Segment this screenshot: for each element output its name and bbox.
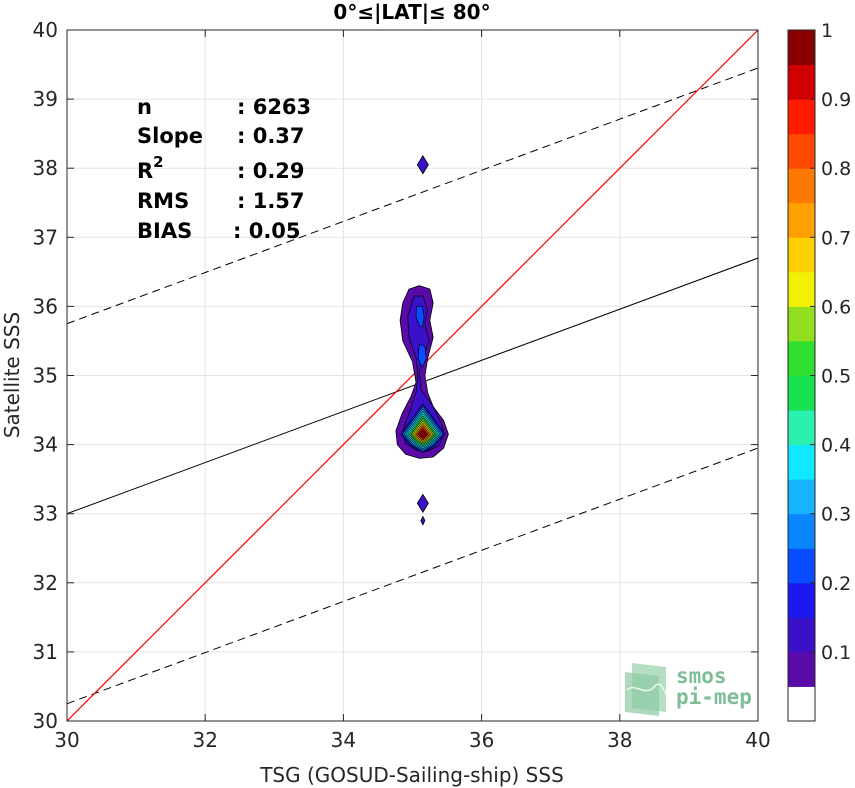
x-tick-label: 40 bbox=[745, 728, 770, 752]
colorbar-swatch bbox=[788, 30, 815, 66]
y-tick-label: 31 bbox=[33, 640, 58, 664]
y-axis-label: Satellite SSS bbox=[0, 312, 24, 438]
colorbar-swatch bbox=[788, 617, 815, 653]
colorbar-swatch bbox=[788, 306, 815, 342]
stat-value: : 6263 bbox=[237, 95, 311, 119]
colorbar-swatch bbox=[788, 64, 815, 100]
y-tick-label: 39 bbox=[33, 87, 58, 111]
outlier-point bbox=[416, 155, 429, 175]
colorbar-tick-label: 0.5 bbox=[821, 366, 851, 388]
x-tick-label: 36 bbox=[469, 728, 494, 752]
fit-lines bbox=[67, 30, 758, 721]
colorbar-swatch bbox=[788, 133, 815, 169]
colorbar-swatch bbox=[788, 651, 815, 687]
density-contours bbox=[395, 155, 449, 526]
y-tick-label: 36 bbox=[33, 294, 58, 318]
x-tick-label: 32 bbox=[192, 728, 217, 752]
density-contour-level-2 bbox=[402, 295, 445, 452]
y-axis-ticks: 30 31 32 33 34 35 36 37 38 39 40 bbox=[33, 18, 758, 733]
stat-label: BIAS bbox=[137, 219, 192, 243]
y-tick-label: 40 bbox=[33, 18, 58, 42]
regression-line bbox=[67, 257, 758, 515]
colorbar-tick-label: 0.9 bbox=[821, 89, 851, 111]
logo-text-pi-mep: pi-mep bbox=[676, 685, 752, 709]
smos-pi-mep-logo: smos pi-mep bbox=[625, 663, 752, 716]
x-tick-label: 38 bbox=[607, 728, 632, 752]
colorbar-tick-label: 0.4 bbox=[821, 435, 851, 457]
colorbar-swatch bbox=[788, 548, 815, 584]
colorbar-swatch bbox=[788, 237, 815, 273]
density-contour-peak-ring bbox=[419, 429, 427, 438]
colorbar-swatch bbox=[788, 375, 815, 411]
stat-value: : 1.57 bbox=[237, 189, 305, 213]
x-axis-ticks: 30 32 34 36 38 40 bbox=[54, 30, 771, 752]
stat-label: RMS bbox=[137, 189, 189, 213]
colorbar-tick-label: 0.1 bbox=[821, 642, 851, 664]
y-tick-label: 37 bbox=[33, 225, 58, 249]
stat-label: Slope bbox=[137, 124, 203, 148]
density-contour-upper bbox=[415, 306, 425, 328]
colorbar-swatch bbox=[788, 271, 815, 307]
stat-value: : 0.05 bbox=[233, 219, 301, 243]
y-tick-label: 32 bbox=[33, 571, 58, 595]
colorbar-tick-label: 0.2 bbox=[821, 573, 851, 595]
x-axis-label: TSG (GOSUD-Sailing-ship) SSS bbox=[259, 763, 564, 787]
logo-text-smos: smos bbox=[676, 664, 727, 688]
colorbar-tick-label: 1 bbox=[821, 20, 833, 42]
colorbar-swatch bbox=[788, 479, 815, 515]
colorbar-swatch bbox=[788, 410, 815, 446]
colorbar-swatch bbox=[788, 168, 815, 204]
y-tick-label: 33 bbox=[33, 502, 58, 526]
colorbar-swatch bbox=[788, 444, 815, 480]
y-tick-label: 30 bbox=[33, 709, 58, 733]
colorbar-swatch bbox=[788, 686, 815, 722]
stat-label: n bbox=[137, 95, 152, 119]
colorbar-tick-label: 0.8 bbox=[821, 158, 851, 180]
colorbar-tick-label: 0.7 bbox=[821, 227, 851, 249]
colorbar: 0.1 0.2 0.3 0.4 0.5 0.6 0.7 0.8 0.9 1 bbox=[787, 20, 851, 722]
identity-line bbox=[67, 30, 758, 721]
rms-bound-line bbox=[67, 447, 758, 705]
colorbar-swatch bbox=[788, 202, 815, 238]
colorbar-swatch bbox=[788, 582, 815, 618]
stat-value: : 0.29 bbox=[237, 159, 305, 183]
y-tick-label: 38 bbox=[33, 156, 58, 180]
rms-bound-line bbox=[67, 67, 758, 325]
outlier-point bbox=[420, 515, 426, 526]
x-tick-label: 30 bbox=[54, 728, 79, 752]
chart-title: 0°≤|LAT|≤ 80° bbox=[333, 0, 490, 24]
stat-value: : 0.37 bbox=[237, 124, 305, 148]
colorbar-tick-label: 0.3 bbox=[821, 504, 851, 526]
colorbar-swatch bbox=[788, 513, 815, 549]
colorbar-swatch bbox=[788, 99, 815, 135]
density-contour-middle bbox=[417, 343, 427, 368]
colorbar-tick-label: 0.6 bbox=[821, 296, 851, 318]
y-tick-label: 35 bbox=[33, 364, 58, 388]
colorbar-swatch bbox=[788, 340, 815, 376]
x-tick-label: 34 bbox=[331, 728, 356, 752]
y-tick-label: 34 bbox=[33, 433, 58, 457]
outlier-point bbox=[416, 493, 429, 514]
